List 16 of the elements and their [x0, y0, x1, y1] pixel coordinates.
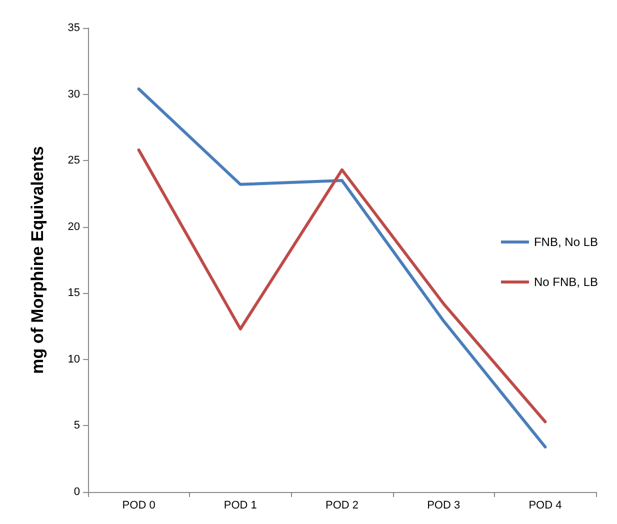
y-tick-label: 20 [68, 220, 80, 233]
x-tick-label: POD 3 [427, 500, 460, 512]
y-tick-label: 25 [68, 154, 80, 167]
y-tick-label: 15 [68, 287, 80, 300]
x-tick-label: POD 1 [224, 500, 257, 512]
x-tick-label: POD 4 [528, 500, 562, 512]
y-tick-label: 35 [68, 22, 80, 34]
legend-label: FNB, No LB [534, 235, 598, 249]
legend-label: No FNB, LB [534, 275, 598, 289]
y-axis-title: mg of Morphine Equivalents [28, 146, 47, 374]
x-tick-label: POD 2 [325, 500, 359, 512]
y-tick-label: 0 [74, 486, 80, 498]
y-tick-label: 30 [68, 88, 80, 100]
y-tick-label: 10 [68, 353, 80, 366]
y-tick-label: 5 [74, 420, 80, 432]
x-tick-label: POD 0 [122, 500, 156, 512]
